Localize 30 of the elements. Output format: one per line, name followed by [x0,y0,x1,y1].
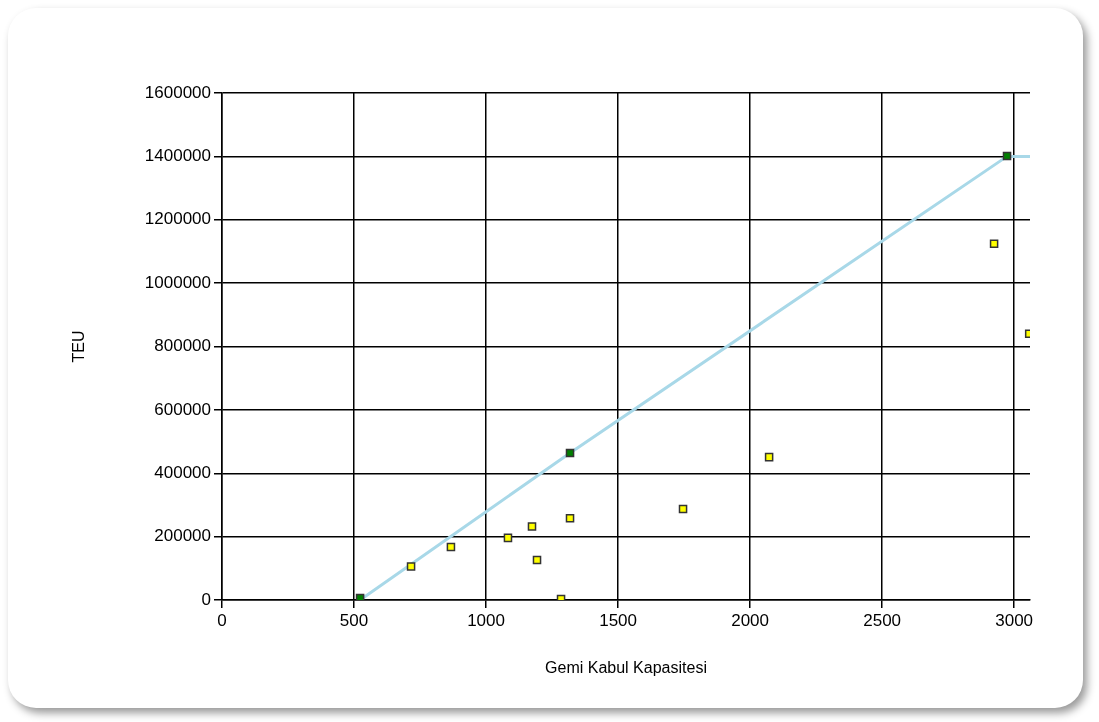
y-tick-label: 1000000 [144,272,211,292]
point [1002,151,1012,161]
y-tick-label: 1200000 [144,209,211,229]
point [532,555,542,565]
point [565,513,575,523]
y-tick-label: 1600000 [144,82,211,102]
y-tick-label: 1400000 [144,146,211,166]
y-tick-label: 800000 [154,336,211,356]
point [503,533,513,543]
point [527,522,537,531]
y-axis-title: TEU [70,330,88,363]
point [355,593,365,600]
point [764,452,774,462]
y-tick-label: 0 [201,589,211,609]
x-tick-label: 2000 [731,610,770,630]
x-tick-label: 500 [339,610,369,630]
x-tick-label: 3000 [995,610,1034,630]
x-tick-label: 2500 [863,610,902,630]
x-tick-label: 0 [217,610,227,630]
y-tick-label: 600000 [154,399,211,419]
x-tick-label: 1500 [599,610,637,630]
point [406,562,416,571]
x-axis-title: Gemi Kabul Kapasitesi [545,658,707,676]
y-tick-label: 400000 [154,462,211,482]
point [678,504,688,514]
point [989,239,999,249]
y-tick-label: 200000 [154,526,211,546]
point [446,542,456,552]
point [565,448,575,458]
x-tick-label: 1000 [467,610,505,630]
